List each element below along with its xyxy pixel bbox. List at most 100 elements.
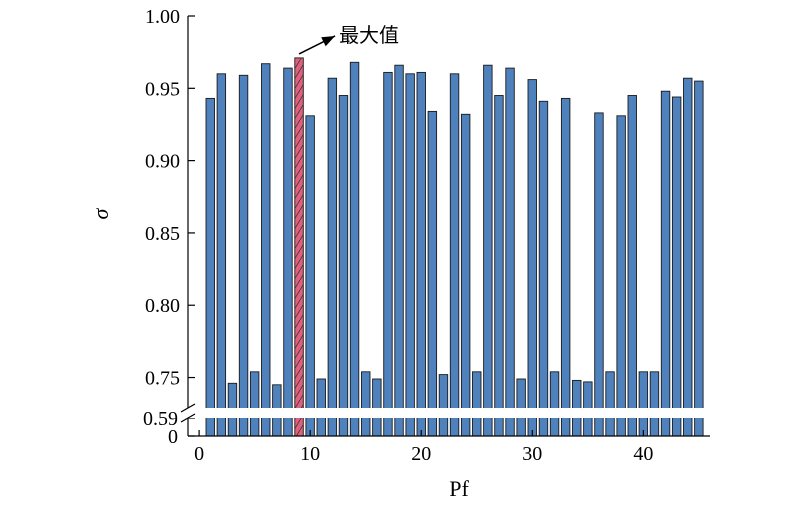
bar-5-rect bbox=[249, 371, 260, 437]
bar-40 bbox=[638, 371, 649, 437]
bar-17-rect bbox=[383, 71, 393, 437]
bar-44 bbox=[683, 77, 693, 437]
bar-22 bbox=[438, 374, 449, 437]
axis-break-slash bbox=[180, 403, 196, 413]
bar-max-hatch bbox=[294, 57, 304, 437]
bar-11-rect bbox=[316, 378, 326, 437]
bar-15-rect bbox=[361, 371, 371, 437]
bar-25 bbox=[472, 371, 482, 437]
bar-28 bbox=[505, 67, 515, 437]
axis-break-marks bbox=[180, 403, 196, 423]
bar-27-rect bbox=[494, 95, 504, 437]
bar-18-rect bbox=[394, 64, 404, 437]
x-tick-label: 10 bbox=[300, 443, 320, 465]
bar-14 bbox=[349, 61, 360, 437]
y-axis-title: σ bbox=[88, 207, 113, 219]
x-tick-label: 20 bbox=[411, 443, 431, 465]
bars-group bbox=[205, 57, 704, 437]
x-tick-label: 40 bbox=[633, 443, 653, 465]
bar-33 bbox=[560, 97, 571, 437]
bar-15 bbox=[361, 371, 371, 437]
bar-19-rect bbox=[405, 73, 415, 437]
bar-8-rect bbox=[283, 67, 293, 437]
y-tick-label: 0.75 bbox=[145, 368, 180, 390]
bar-24-rect bbox=[460, 113, 471, 437]
y-lower-tick-label: 0 bbox=[168, 426, 178, 448]
max-value-annotation: 最大值 bbox=[339, 23, 399, 47]
bar-10-rect bbox=[305, 115, 315, 437]
bar-2-rect bbox=[216, 73, 227, 437]
bar-45-rect bbox=[694, 80, 704, 437]
bar-21 bbox=[427, 110, 438, 437]
bar-38 bbox=[616, 115, 626, 437]
bar-32 bbox=[549, 371, 560, 437]
bar-26 bbox=[483, 64, 493, 437]
bar-39 bbox=[627, 95, 637, 437]
bar-23-rect bbox=[449, 73, 460, 437]
bar-16-rect bbox=[372, 378, 382, 437]
bar-25-rect bbox=[472, 371, 482, 437]
bar-26-rect bbox=[483, 64, 493, 437]
bar-38-rect bbox=[616, 115, 626, 437]
y-tick-label: 0.80 bbox=[145, 295, 180, 317]
bar-36-rect bbox=[594, 112, 604, 437]
bar-28-rect bbox=[505, 67, 515, 437]
bar-6-rect bbox=[261, 63, 271, 437]
bar-14-rect bbox=[349, 61, 360, 437]
bar-10 bbox=[305, 115, 315, 437]
bar-20-rect bbox=[416, 71, 426, 437]
bar-36 bbox=[594, 112, 604, 437]
bar-30 bbox=[527, 79, 537, 437]
bar-1 bbox=[205, 97, 215, 437]
bar-22-rect bbox=[438, 374, 449, 437]
bar-9 bbox=[294, 57, 304, 437]
axis-break-band bbox=[186, 408, 712, 418]
y-tick-label: 0.85 bbox=[145, 223, 180, 245]
bar-13 bbox=[338, 95, 349, 437]
bar-4 bbox=[238, 74, 249, 437]
bar-6 bbox=[261, 63, 271, 437]
bar-17 bbox=[383, 71, 393, 437]
bar-32-rect bbox=[549, 371, 560, 437]
bar-20 bbox=[416, 71, 426, 437]
bar-43 bbox=[671, 96, 682, 437]
bar-16 bbox=[372, 378, 382, 437]
bar-5 bbox=[249, 371, 260, 437]
bar-31-rect bbox=[538, 100, 549, 437]
bar-29 bbox=[516, 378, 526, 437]
x-axis-title: Pf bbox=[449, 476, 469, 501]
bar-23 bbox=[449, 73, 460, 437]
bar-11 bbox=[316, 378, 326, 437]
bar-39-rect bbox=[627, 95, 637, 437]
axis-break-slash bbox=[180, 413, 196, 423]
bar-44-rect bbox=[683, 77, 693, 437]
bar-19 bbox=[405, 73, 415, 437]
axes-group bbox=[187, 16, 710, 437]
y-lower-tick-label: 0.59 bbox=[143, 408, 178, 430]
y-tick-label: 0.95 bbox=[145, 78, 180, 100]
x-tick-label: 30 bbox=[522, 443, 542, 465]
bar-12-rect bbox=[327, 77, 338, 437]
bar-37 bbox=[605, 371, 615, 437]
bar-24 bbox=[460, 113, 471, 437]
bar-43-rect bbox=[671, 96, 682, 437]
bar-21-rect bbox=[427, 110, 438, 437]
annotation-arrow-head bbox=[321, 35, 336, 47]
bar-45 bbox=[694, 80, 704, 437]
bar-41-rect bbox=[649, 371, 660, 437]
bar-42 bbox=[660, 90, 671, 437]
bar-40-rect bbox=[638, 371, 649, 437]
annotation-group: 最大值 bbox=[298, 23, 399, 55]
bar-33-rect bbox=[560, 97, 571, 437]
y-tick-label: 0.90 bbox=[145, 151, 180, 173]
bar-4-rect bbox=[238, 74, 249, 437]
bar-31 bbox=[538, 100, 549, 437]
bar-13-rect bbox=[338, 95, 349, 437]
x-tick-label: 0 bbox=[194, 443, 204, 465]
bar-8 bbox=[283, 67, 293, 437]
bar-42-rect bbox=[660, 90, 671, 437]
bar-30-rect bbox=[527, 79, 537, 437]
bar-29-rect bbox=[516, 378, 526, 437]
